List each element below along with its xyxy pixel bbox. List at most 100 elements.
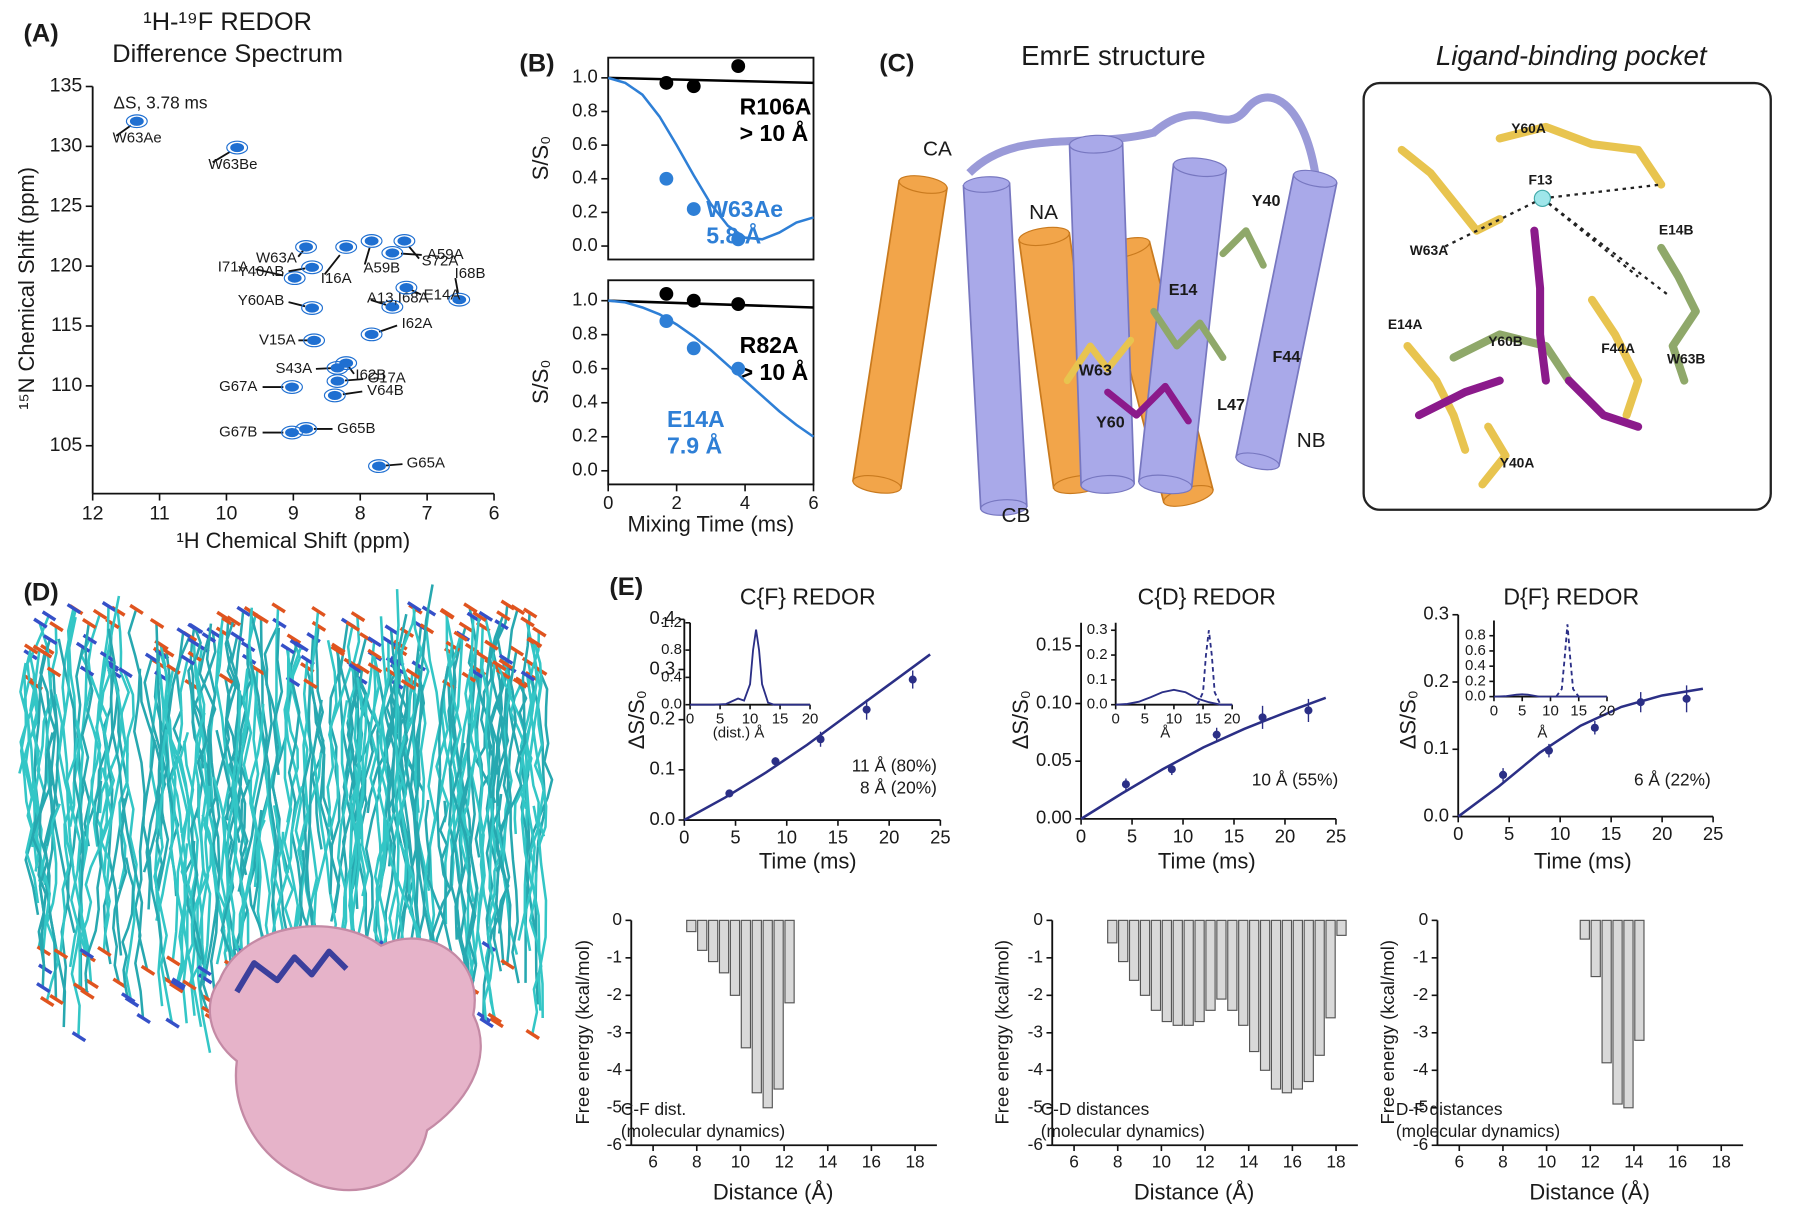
- lipid-head: [112, 977, 127, 989]
- leader-line: [212, 151, 231, 164]
- y-tick-label: 0.8: [1465, 627, 1486, 644]
- lipid-tail: [209, 729, 225, 1020]
- y-tick-label: 0.0: [1465, 688, 1486, 705]
- lipid-head: [33, 617, 48, 629]
- x-tick-label: 25: [930, 827, 951, 848]
- annotation: 6 Å (22%): [1634, 769, 1711, 789]
- y-axis-title: ¹⁵N Chemical Shift (ppm): [14, 167, 39, 410]
- lipid-tail: [411, 607, 430, 822]
- annotation: (molecular dynamics): [1041, 1121, 1205, 1141]
- x-axis-title: Å: [1160, 724, 1170, 741]
- structure-title: EmrE structure: [1021, 40, 1206, 71]
- y-tick-label: 0.0: [661, 696, 682, 713]
- lipid-head: [53, 948, 69, 960]
- annotation: 8 Å (20%): [860, 777, 937, 797]
- data-point: [731, 59, 746, 73]
- bar: [1249, 919, 1260, 1053]
- peak: [285, 427, 299, 438]
- plot-frame: [607, 56, 815, 261]
- peak-label: I68B: [455, 265, 486, 282]
- peak-contour: [295, 422, 318, 436]
- x-tick-label: 14: [1239, 1152, 1259, 1172]
- lipid-tail: [447, 685, 467, 965]
- lipid-head: [500, 958, 515, 970]
- lipid-tail: [120, 726, 138, 1003]
- protein-surface: [208, 925, 482, 1192]
- lipid-tail: [498, 674, 520, 984]
- leader-line: [363, 247, 371, 265]
- x-tick-label: 18: [905, 1152, 924, 1172]
- peak: [330, 376, 345, 386]
- lipid-head: [182, 979, 197, 991]
- lipid-head: [405, 668, 421, 680]
- structure-label: NB: [1297, 429, 1326, 452]
- series-label: R82A: [740, 332, 799, 358]
- lipid-head: [226, 615, 242, 627]
- data-point: [686, 341, 701, 356]
- lipid-tail: [283, 650, 300, 970]
- peak-label: G65A: [407, 455, 445, 472]
- peak: [287, 273, 302, 283]
- y-axis-title: Free energy (kcal/mol): [1377, 940, 1398, 1124]
- ligand: [234, 948, 349, 994]
- x-tick-label: 12: [82, 502, 104, 524]
- lipid-head: [355, 663, 370, 675]
- x-axis-title: Time (ms): [1158, 848, 1256, 873]
- peak-label: I62B: [355, 367, 386, 384]
- pocket-label: F44A: [1601, 340, 1635, 356]
- panel-label: (A): [23, 19, 58, 47]
- peak-label: I62A: [402, 315, 433, 332]
- x-tick-label: 8: [1113, 1152, 1123, 1172]
- lipid-head: [240, 641, 256, 653]
- lipid-tail: [226, 763, 241, 977]
- peak: [230, 142, 245, 153]
- bar: [762, 919, 773, 1109]
- lipid-head: [520, 616, 535, 628]
- lipid-head: [42, 634, 58, 646]
- lipid-tail: [445, 613, 479, 965]
- lipid-tail: [145, 624, 165, 910]
- bar: [1579, 919, 1590, 940]
- y-tick-label: 105: [50, 434, 83, 456]
- lipid-tail: [194, 712, 212, 972]
- x-tick-label: 6: [489, 502, 500, 524]
- lipid-head: [509, 645, 525, 657]
- plot-frame: [607, 279, 815, 486]
- fit-line: [683, 653, 931, 822]
- lipid-tail: [133, 668, 171, 983]
- peak-label: V15A: [259, 331, 296, 348]
- lipid-head: [129, 603, 144, 615]
- lipid-head: [478, 610, 494, 622]
- lipid-head: [32, 644, 48, 656]
- data-point: [862, 705, 871, 714]
- y-tick-label: 0.4: [661, 668, 682, 685]
- annotation: (molecular dynamics): [621, 1121, 785, 1141]
- lipid-tail: [66, 647, 85, 934]
- lipid-tail: [423, 629, 442, 944]
- y-tick-label: 1.0: [572, 289, 598, 310]
- lipid-tail: [486, 793, 510, 948]
- peak: [372, 461, 386, 471]
- lipid-head: [81, 618, 97, 630]
- lipid-head: [367, 662, 383, 674]
- x-tick-label: 20: [1275, 825, 1296, 846]
- lipid-head: [303, 678, 318, 690]
- peak-label: W63Be: [208, 156, 257, 173]
- lipid-head: [46, 666, 62, 678]
- leader-line: [347, 365, 355, 375]
- lipid-head: [350, 611, 366, 623]
- annotation: ΔS, 3.78 ms: [113, 92, 208, 112]
- lipid-tail: [19, 649, 40, 904]
- panel-label: (B): [519, 49, 554, 77]
- x-tick-label: 5: [1504, 823, 1514, 844]
- annotation: (molecular dynamics): [1396, 1121, 1560, 1141]
- pocket-label: F13: [1529, 172, 1553, 188]
- peak-label: Y60AB: [238, 292, 285, 309]
- peak: [299, 424, 313, 434]
- panel-label: (C): [879, 49, 914, 77]
- peak: [399, 283, 414, 293]
- lipid-head: [400, 679, 416, 691]
- bar: [1150, 919, 1162, 1011]
- pocket-label: Y60A: [1511, 120, 1546, 136]
- structure-label: CA: [923, 137, 952, 160]
